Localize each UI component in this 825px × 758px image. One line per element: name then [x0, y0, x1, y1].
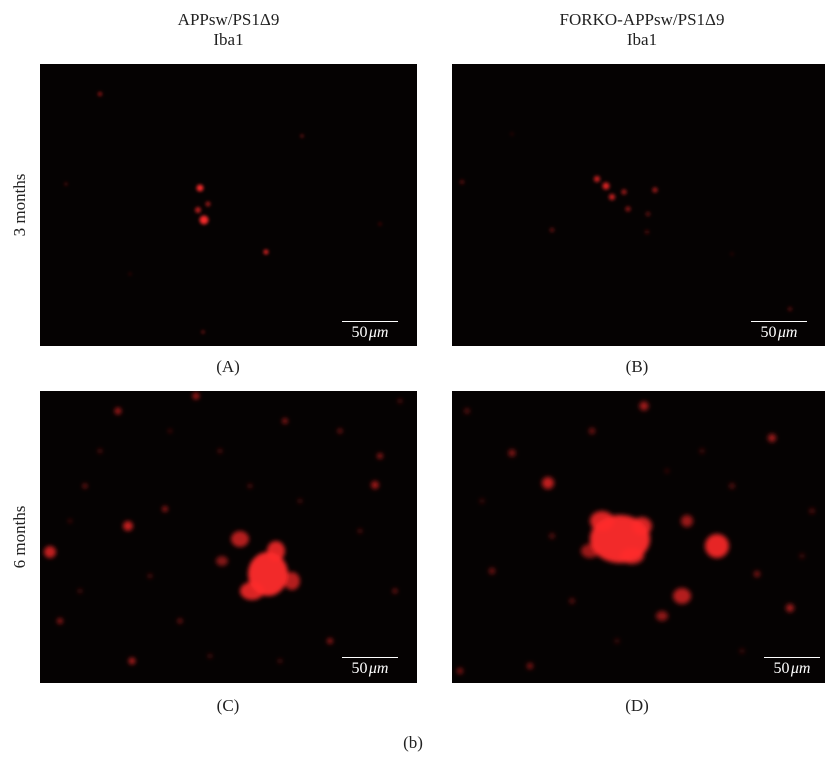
- panel-caption-b: (B): [625, 357, 649, 376]
- micrograph-panel-a: 50 μm: [40, 64, 417, 346]
- micrograph-image-c: [44, 392, 402, 665]
- column-group-label: FORKO-APPsw/PS1Δ9: [559, 10, 725, 29]
- panel-caption-c: (C): [216, 696, 240, 715]
- micrograph-panel-b: 50 μm: [452, 64, 825, 346]
- column-group-label: APPsw/PS1Δ9: [177, 10, 280, 29]
- column-stain-label: Iba1: [626, 30, 658, 49]
- micrograph-panel-d: 50 μm: [452, 391, 825, 683]
- scale-bar: 50 μm: [751, 321, 807, 342]
- column-header-forko: FORKO-APPsw/PS1Δ9 Iba1: [452, 10, 825, 50]
- micrograph-image-a: [64, 92, 382, 334]
- column-stain-label: Iba1: [213, 30, 244, 49]
- scale-bar: 50 μm: [342, 321, 398, 342]
- scale-bar: 50 μm: [342, 657, 398, 678]
- scale-bar: 50 μm: [764, 657, 820, 678]
- row-label-3-months: 3 months: [10, 173, 29, 237]
- figure-label: (b): [403, 733, 423, 752]
- column-header-app: APPsw/PS1Δ9 Iba1: [40, 10, 417, 50]
- micrograph-image-b: [460, 132, 792, 311]
- panel-caption-d: (D): [625, 696, 649, 715]
- micrograph-panel-c: 50 μm: [40, 391, 417, 683]
- row-label-6-months: 6 months: [10, 505, 29, 569]
- panel-caption-a: (A): [216, 357, 240, 376]
- micrograph-image-d: [457, 401, 815, 674]
